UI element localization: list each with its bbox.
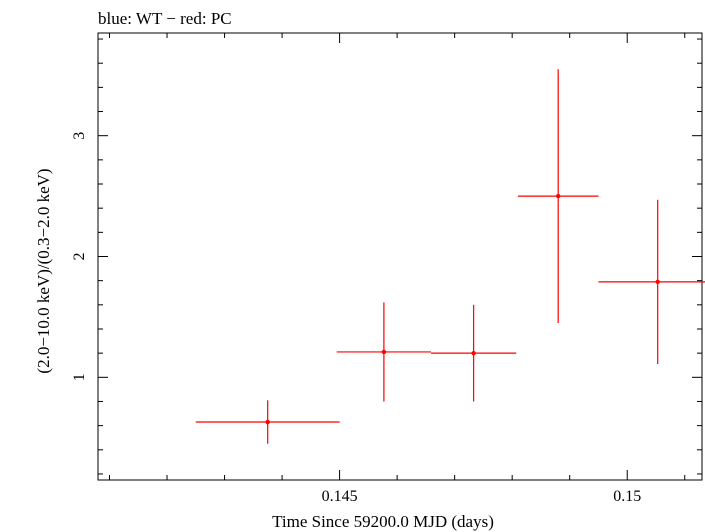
y-axis-label: (2.0−10.0 keV)/(0.3−2.0 keV) [34,168,53,373]
x-tick-label: 0.15 [613,488,641,505]
axis-ticks [98,33,702,480]
point-marker [555,193,561,199]
plot-frame [97,32,703,481]
y-tick-label: 2 [71,253,88,261]
data-points [195,69,705,444]
y-tick-label: 3 [71,132,88,140]
data-point [195,400,340,444]
point-marker [381,349,387,355]
data-point [336,302,432,402]
axis-tick-labels: 0.145 0.15 1 2 3 [71,132,641,505]
data-point [431,304,517,402]
point-marker [655,279,660,285]
data-point [517,69,599,323]
y-tick-label: 1 [71,373,88,381]
x-tick-label: 0.145 [322,488,358,505]
x-axis-label: Time Since 59200.0 MJD (days) [272,512,494,531]
data-point [598,199,705,365]
point-marker [471,350,476,356]
point-marker [265,419,270,425]
chart-title: blue: WT − red: PC [98,9,232,28]
